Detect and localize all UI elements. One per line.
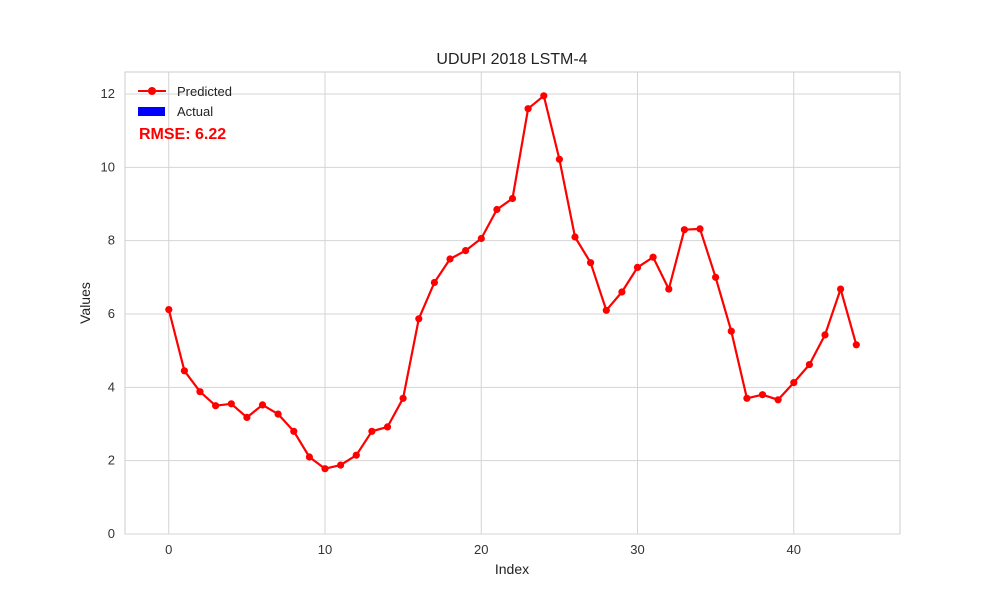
data-point	[743, 394, 751, 402]
x-tick-label: 30	[630, 542, 644, 557]
data-point	[727, 327, 735, 335]
data-point	[399, 394, 407, 402]
y-tick-label: 8	[108, 233, 115, 248]
data-point	[305, 453, 313, 461]
data-point	[587, 259, 595, 267]
y-tick-label: 2	[108, 453, 115, 468]
data-point	[540, 92, 548, 100]
y-tick-label: 12	[101, 86, 115, 101]
x-tick-label: 40	[787, 542, 801, 557]
data-point	[243, 413, 251, 421]
data-point	[680, 226, 689, 234]
legend-actual-label: Actual	[177, 104, 213, 119]
data-point	[368, 427, 376, 435]
legend-predicted-marker	[148, 87, 156, 95]
data-point	[790, 379, 798, 387]
y-tick-label: 4	[108, 379, 115, 394]
plot-area	[124, 71, 901, 535]
data-point	[649, 253, 657, 261]
data-point	[508, 194, 517, 203]
y-tick-label: 10	[101, 159, 115, 174]
data-point	[274, 410, 282, 418]
data-point	[852, 341, 860, 349]
x-axis-label: Index	[495, 561, 529, 577]
data-point	[337, 461, 345, 469]
data-point	[180, 367, 188, 375]
data-point	[462, 247, 470, 255]
data-point	[212, 402, 220, 410]
legend: Predicted Actual	[138, 84, 232, 119]
x-tick-label: 10	[318, 542, 332, 557]
y-tick-label: 0	[108, 526, 115, 541]
data-point	[493, 205, 501, 214]
data-point	[321, 465, 329, 473]
grid-lines	[125, 72, 900, 535]
data-point	[524, 105, 532, 113]
legend-actual-swatch	[138, 107, 165, 116]
data-point	[415, 315, 423, 323]
data-point	[290, 427, 298, 435]
data-point	[696, 225, 704, 233]
y-tick-label: 6	[108, 306, 115, 321]
data-point	[430, 278, 438, 287]
chart-title: UDUPI 2018 LSTM-4	[436, 51, 587, 68]
data-point	[227, 400, 235, 408]
data-point	[665, 285, 673, 293]
data-point	[805, 361, 814, 369]
data-point	[602, 306, 610, 314]
x-tick-label: 20	[474, 542, 488, 557]
data-point	[837, 285, 845, 293]
legend-predicted-label: Predicted	[177, 84, 232, 99]
data-point	[571, 233, 579, 241]
data-point	[555, 155, 564, 163]
data-point	[446, 255, 454, 263]
data-point	[165, 306, 173, 314]
series-layer	[165, 92, 860, 473]
rmse-annotation: RMSE: 6.22	[139, 126, 226, 143]
x-tick-label: 0	[165, 542, 172, 557]
data-point	[196, 388, 204, 396]
data-point	[258, 401, 267, 409]
y-tick-labels: 0 2 4 6 8 10 12	[101, 86, 115, 541]
data-point	[477, 234, 485, 243]
data-point	[821, 331, 829, 339]
data-point	[712, 273, 720, 281]
data-point	[633, 263, 642, 271]
data-point	[774, 396, 782, 404]
x-tick-labels: 0 10 20 30 40	[165, 542, 801, 557]
data-point	[618, 288, 626, 296]
y-axis-label: Values	[77, 282, 93, 324]
data-point	[383, 423, 392, 431]
data-point	[352, 451, 360, 459]
data-point	[758, 391, 767, 399]
